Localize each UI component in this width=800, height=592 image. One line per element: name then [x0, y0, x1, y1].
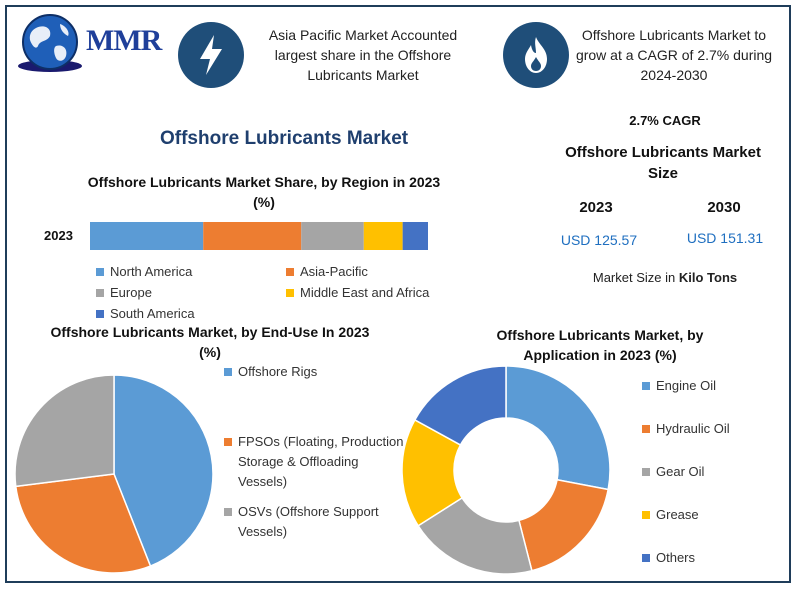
year-2023: 2023	[579, 199, 613, 216]
legend-item-asia-pacific: Asia-Pacific	[286, 262, 368, 282]
legend-label: FPSOs (Floating, Production, Storage & O…	[238, 434, 408, 489]
legend-label: Engine Oil	[656, 378, 716, 393]
slice-engine-oil	[505, 365, 611, 491]
bar-segment-north-america	[90, 222, 204, 250]
legend-label: South America	[110, 306, 195, 321]
enduse-chart-title: Offshore Lubricants Market, by End-Use I…	[50, 324, 370, 360]
legend-swatch	[224, 508, 232, 516]
legend-swatch	[642, 468, 650, 476]
legend-swatch	[96, 268, 104, 276]
application-legend: Engine Oil Hydraulic Oil Gear Oil Grease Oth…	[642, 376, 782, 576]
legend-label: Offshore Rigs	[238, 364, 318, 379]
application-chart-title: Offshore Lubricants Market, by Applicati…	[496, 327, 704, 363]
enduse-legend: Offshore Rigs FPSOs (Floating, Production…	[224, 362, 414, 552]
legend-item-middle-east-and-africa: Middle East and Africa	[286, 283, 429, 303]
size-title: Offshore Lubricants Market Size	[565, 144, 761, 182]
region-bar-category: 2023	[44, 228, 73, 243]
legend-label: Gear Oil	[656, 464, 705, 479]
legend-item-south-america: South America	[96, 304, 195, 324]
slice-osvs-offshore-support-vessels	[14, 374, 115, 488]
legend-label: North America	[110, 264, 193, 279]
main-title: Offshore Lubricants Market	[160, 128, 409, 149]
legend-item-north-america: North America	[96, 262, 192, 282]
region-chart-title: Offshore Lubricants Market Share, by Reg…	[87, 174, 441, 210]
legend-item-hydraulic-oil: Hydraulic Oil	[642, 419, 778, 439]
enduse-pie-chart	[14, 374, 214, 574]
legend-label: Hydraulic Oil	[656, 421, 730, 436]
legend-label: Asia-Pacific	[300, 264, 368, 279]
unit-prefix: Market Size in	[592, 270, 679, 285]
region-stacked-bar	[90, 222, 428, 250]
legend-swatch	[642, 511, 650, 519]
legend-item-europe: Europe	[96, 283, 152, 303]
legend-swatch	[224, 438, 232, 446]
year-2030: 2030	[707, 199, 741, 216]
unit-bold: Kilo Tons	[678, 270, 738, 285]
value-2023: USD 125.57	[560, 232, 638, 248]
value-2030: USD 151.31	[686, 230, 764, 246]
legend-item-gear-oil: Gear Oil	[642, 462, 778, 482]
legend-swatch	[286, 289, 294, 297]
legend-swatch	[224, 368, 232, 376]
flame-icon	[503, 22, 569, 88]
legend-swatch	[96, 310, 104, 318]
bar-segment-middle-east-and-africa	[363, 222, 403, 250]
bar-segment-south-america	[402, 222, 428, 250]
legend-item-offshore-rigs: Offshore Rigs	[224, 362, 410, 382]
slice-offshore-rigs	[113, 374, 214, 568]
legend-label: Europe	[110, 285, 152, 300]
lightning-bolt-icon	[178, 22, 244, 88]
globe-icon	[18, 14, 82, 72]
legend-label: OSVs (Offshore Support Vessels)	[238, 504, 379, 539]
legend-item-engine-oil: Engine Oil	[642, 376, 778, 396]
legend-label: Grease	[656, 507, 699, 522]
legend-label: Middle East and Africa	[300, 285, 430, 300]
logo-text: MMR	[86, 24, 162, 57]
slice-others	[413, 365, 507, 446]
bar-segment-europe	[301, 222, 364, 250]
legend-swatch	[642, 382, 650, 390]
legend-swatch	[642, 425, 650, 433]
header-box1-text: Asia Pacific Market Accounted largest sh…	[268, 27, 458, 83]
header-box2-text: Offshore Lubricants Market to grow at a …	[575, 27, 773, 83]
application-donut-chart	[401, 365, 611, 575]
legend-swatch	[642, 554, 650, 562]
slice-gear-oil	[417, 496, 533, 575]
cagr-label: 2.7% CAGR	[629, 113, 701, 128]
legend-item-osvs-offshore-support-vessels: OSVs (Offshore Support Vessels)	[224, 502, 410, 542]
unit-label: Market Size in Kilo Tons	[560, 270, 770, 285]
bar-segment-asia-pacific	[203, 222, 302, 250]
legend-label: Others	[656, 550, 696, 565]
legend-item-fpsos-floating-production-stor: FPSOs (Floating, Production, Storage & O…	[224, 432, 410, 492]
legend-swatch	[286, 268, 294, 276]
slice-fpsos-floating-production-stor	[14, 473, 152, 574]
legend-item-grease: Grease	[642, 505, 778, 525]
region-legend: North America Asia-Pacific Europe Middle Ea…	[96, 262, 456, 322]
legend-item-others: Others	[642, 548, 778, 568]
infographic-frame	[5, 5, 791, 583]
slice-hydraulic-oil	[518, 478, 610, 572]
legend-swatch	[96, 289, 104, 297]
